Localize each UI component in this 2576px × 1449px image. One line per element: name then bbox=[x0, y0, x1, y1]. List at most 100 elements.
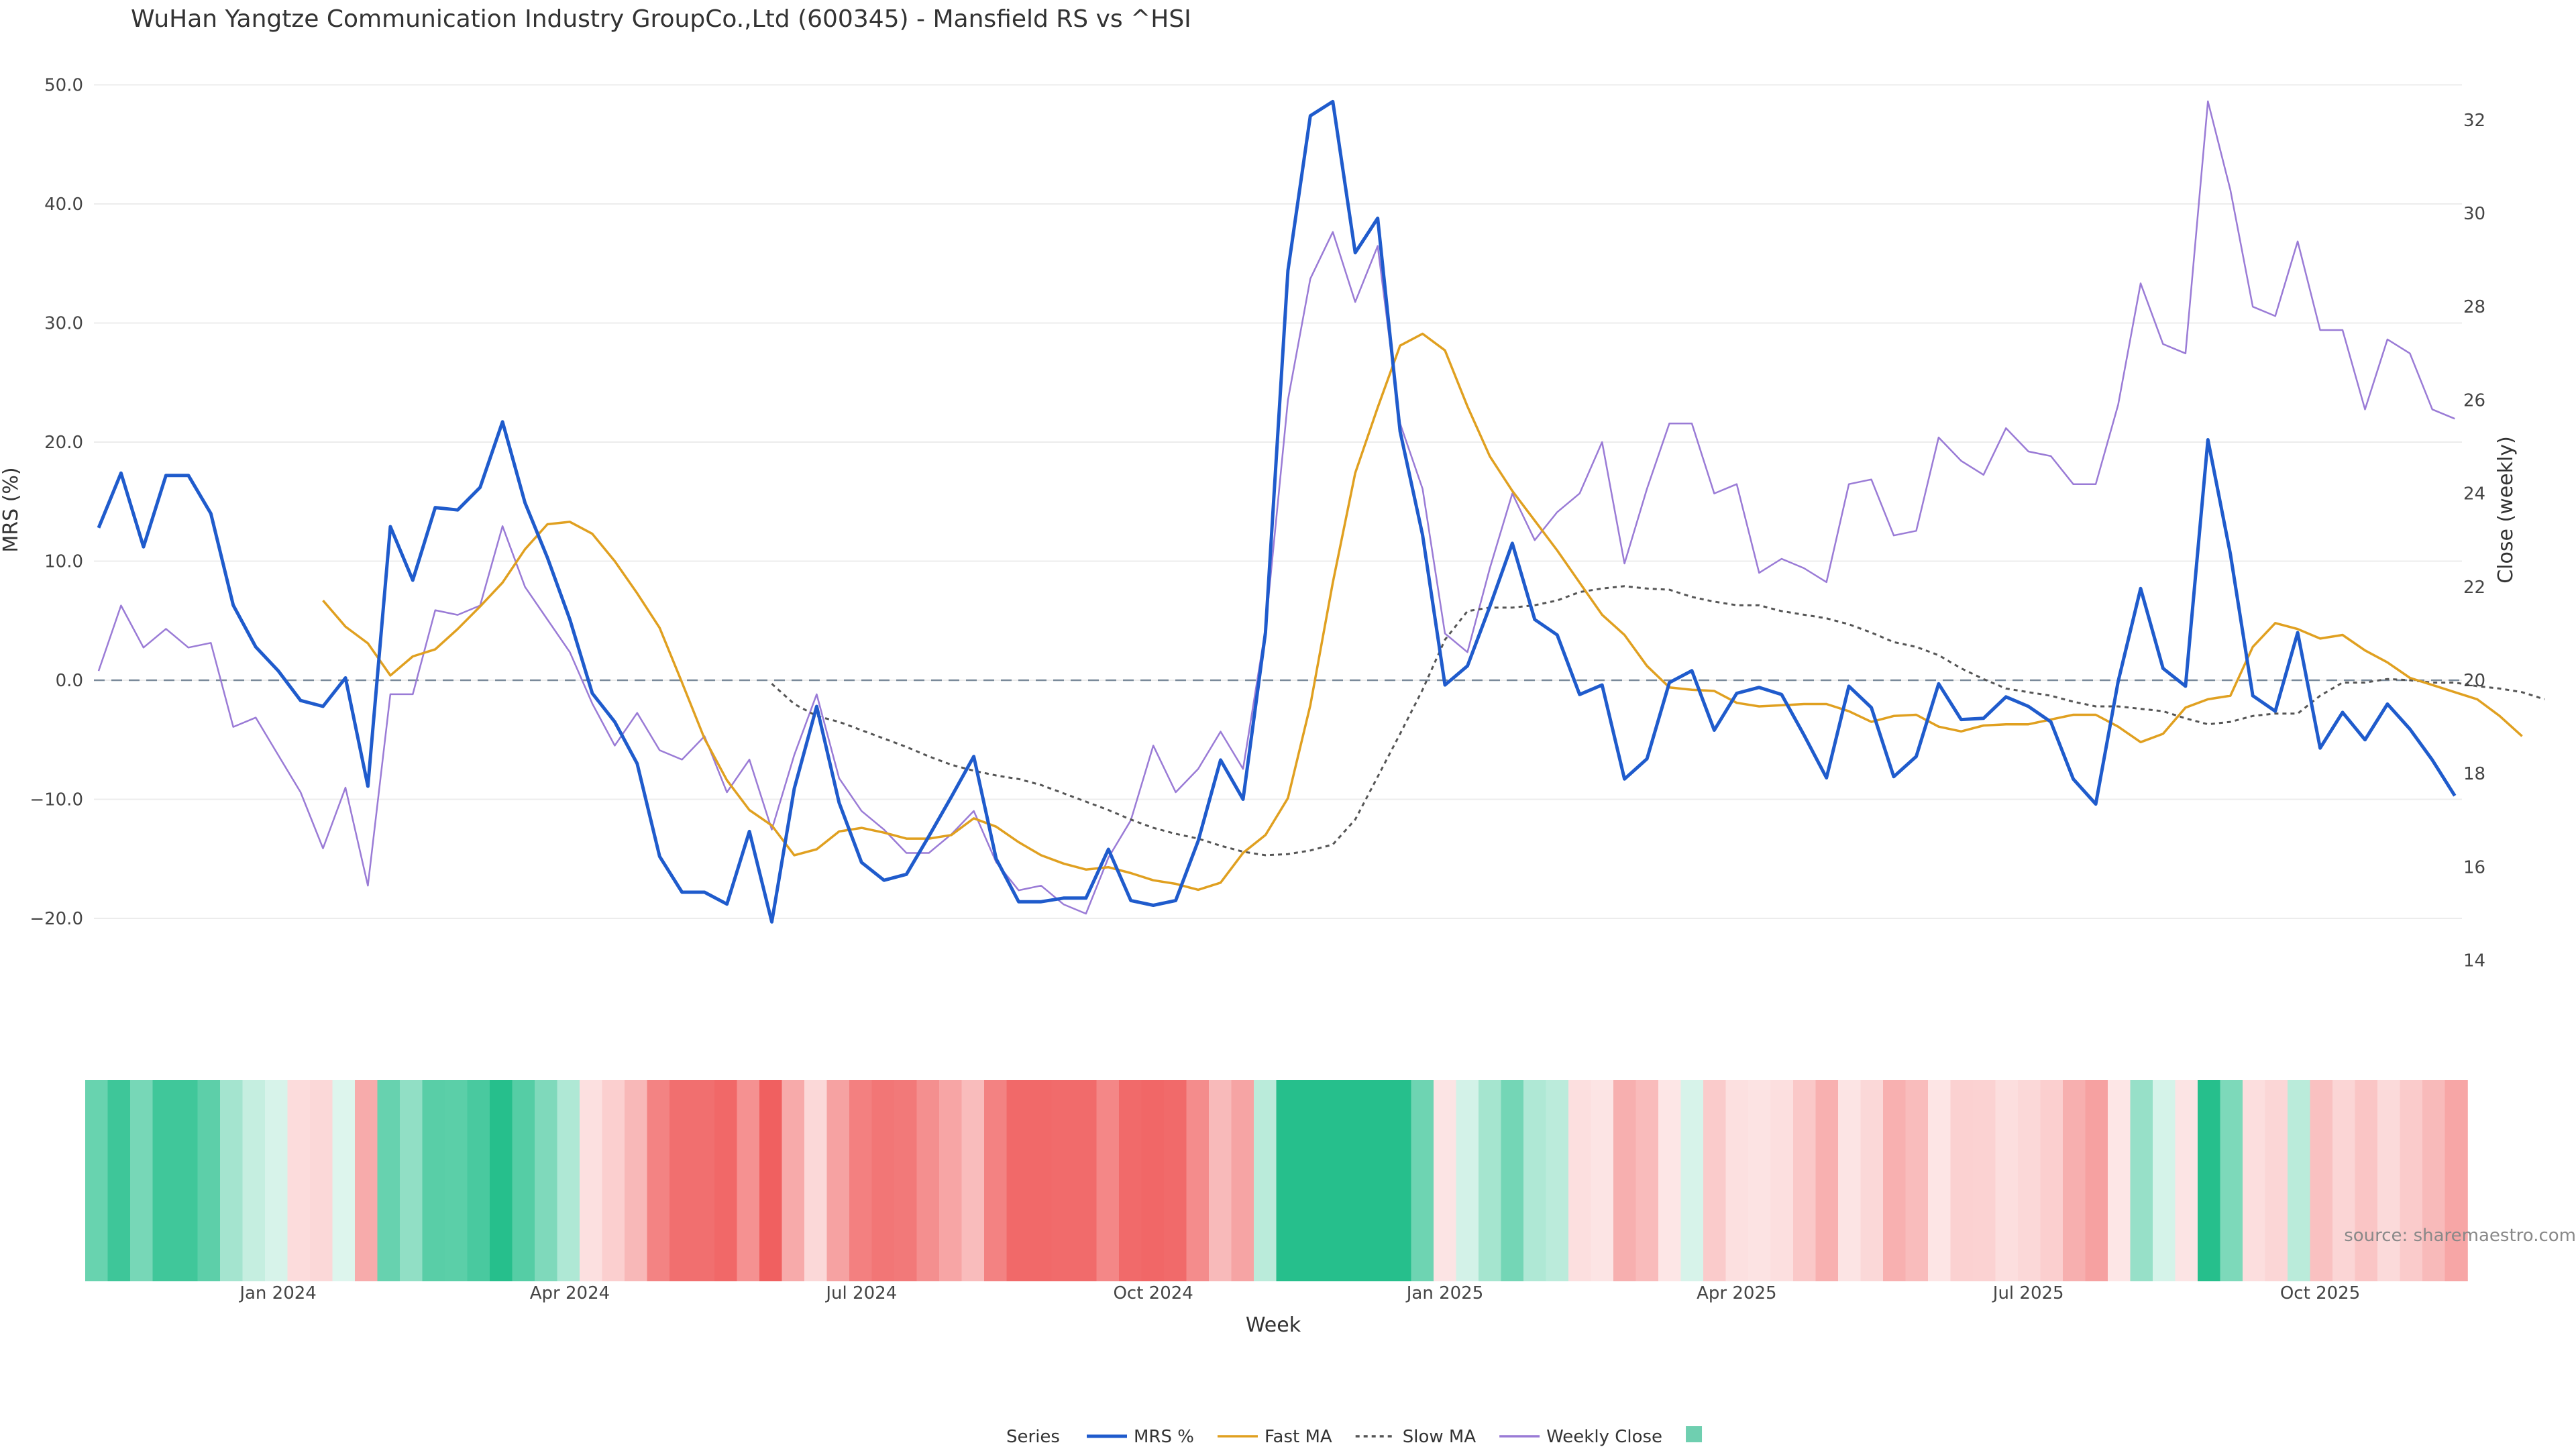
heatmap-cell bbox=[849, 1080, 873, 1281]
legend-entry: Fast MA bbox=[1265, 1427, 1332, 1447]
heatmap-cell bbox=[1815, 1080, 1839, 1281]
heatmap-cell bbox=[692, 1080, 715, 1281]
heatmap-cell bbox=[759, 1080, 783, 1281]
heatmap-cell bbox=[355, 1080, 378, 1281]
x-tick-label: Jan 2024 bbox=[238, 1283, 317, 1303]
x-tick-label: Oct 2024 bbox=[1113, 1283, 1193, 1303]
heatmap-cell bbox=[1905, 1080, 1929, 1281]
series-line-weekly-close bbox=[97, 100, 2455, 915]
series-layer bbox=[97, 99, 2545, 924]
heatmap-cell bbox=[2243, 1080, 2266, 1281]
heatmap-cell bbox=[557, 1080, 580, 1281]
x-axis-title: Week bbox=[1246, 1313, 1301, 1337]
heatmap-cell bbox=[1591, 1080, 1614, 1281]
source-note: source: sharemaestro.com bbox=[2344, 1226, 2576, 1246]
heatmap-cell bbox=[1995, 1080, 2019, 1281]
heatmap-cell bbox=[625, 1080, 648, 1281]
heatmap-cell bbox=[1950, 1080, 1974, 1281]
heatmap-cell bbox=[871, 1080, 895, 1281]
heatmap-cell bbox=[826, 1080, 850, 1281]
heatmap-cell bbox=[2422, 1080, 2446, 1281]
heatmap-cell bbox=[580, 1080, 603, 1281]
heatmap-cell bbox=[1366, 1080, 1389, 1281]
heatmap-cell bbox=[422, 1080, 445, 1281]
heatmap-cell bbox=[894, 1080, 918, 1281]
heatmap-cell bbox=[1006, 1080, 1030, 1281]
heatmap-cell bbox=[2085, 1080, 2108, 1281]
heatmap-cell bbox=[377, 1080, 400, 1281]
heatmap-cell bbox=[1389, 1080, 1412, 1281]
legend-entry: Weekly Close bbox=[1546, 1427, 1662, 1447]
heatmap-cell bbox=[1119, 1080, 1142, 1281]
heatmap-cell bbox=[2018, 1080, 2041, 1281]
heatmap-cell bbox=[512, 1080, 535, 1281]
heatmap-cell bbox=[647, 1080, 670, 1281]
x-tick-label: Jul 2025 bbox=[1992, 1283, 2064, 1303]
heatmap-cell bbox=[1793, 1080, 1817, 1281]
heatmap-cell bbox=[782, 1080, 805, 1281]
heatmap-cell bbox=[1231, 1080, 1254, 1281]
heatmap-cell bbox=[175, 1080, 199, 1281]
heatmap-cell bbox=[2332, 1080, 2356, 1281]
heatmap-strip bbox=[85, 1080, 2468, 1281]
right-axis: 32 30 28 26 24 22 20 18 16 14 bbox=[2463, 111, 2485, 971]
heatmap-cell bbox=[85, 1080, 109, 1281]
right-tick-label: 26 bbox=[2463, 390, 2485, 411]
heatmap-cell bbox=[2198, 1080, 2221, 1281]
left-tick-label: 20.0 bbox=[44, 433, 83, 453]
left-tick-label: 50.0 bbox=[44, 76, 83, 96]
right-axis-title: Close (weekly) bbox=[2494, 436, 2518, 584]
heatmap-cell bbox=[265, 1080, 288, 1281]
heatmap-cell bbox=[1456, 1080, 1479, 1281]
heatmap-cell bbox=[804, 1080, 828, 1281]
heatmap-cell bbox=[1725, 1080, 1749, 1281]
heatmap-cell bbox=[287, 1080, 311, 1281]
chart-title: WuHan Yangtze Communication Industry Gro… bbox=[131, 5, 1191, 33]
heatmap-cell bbox=[2445, 1080, 2468, 1281]
heatmap-cell bbox=[1883, 1080, 1907, 1281]
heatmap-cell bbox=[1186, 1080, 1210, 1281]
heatmap-cell bbox=[669, 1080, 693, 1281]
heatmap-cell bbox=[1254, 1080, 1277, 1281]
heatmap-cell bbox=[220, 1080, 244, 1281]
heatmap-cell bbox=[961, 1080, 985, 1281]
heatmap-cell bbox=[445, 1080, 468, 1281]
right-tick-label: 22 bbox=[2463, 578, 2485, 598]
heatmap-cell bbox=[2153, 1080, 2176, 1281]
right-tick-label: 30 bbox=[2463, 204, 2485, 224]
legend-entry: MRS % bbox=[1134, 1427, 1194, 1447]
heatmap-cell bbox=[107, 1080, 131, 1281]
x-tick-label: Oct 2025 bbox=[2280, 1283, 2360, 1303]
heatmap-cell bbox=[1209, 1080, 1232, 1281]
heatmap-cell bbox=[984, 1080, 1008, 1281]
x-axis: Jan 2024 Apr 2024 Jul 2024 Oct 2024 Jan 2025… bbox=[238, 1283, 2360, 1303]
heatmap-cell bbox=[1860, 1080, 1884, 1281]
heatmap-cell bbox=[2400, 1080, 2423, 1281]
grid-layer bbox=[94, 84, 2462, 919]
heatmap-cell bbox=[2130, 1080, 2153, 1281]
heatmap-cell bbox=[2310, 1080, 2333, 1281]
left-tick-label: 0.0 bbox=[56, 671, 83, 691]
right-tick-label: 32 bbox=[2463, 111, 2485, 131]
left-tick-label: 10.0 bbox=[44, 552, 83, 572]
right-tick-label: 18 bbox=[2463, 764, 2485, 784]
heatmap-cell bbox=[2063, 1080, 2086, 1281]
heatmap-cell bbox=[197, 1080, 221, 1281]
heatmap-cell bbox=[2175, 1080, 2198, 1281]
heatmap-cell bbox=[1523, 1080, 1547, 1281]
heatmap-cell bbox=[535, 1080, 558, 1281]
legend: Series MRS % Fast MA Slow MA Weekly Close bbox=[1006, 1426, 1703, 1447]
heatmap-cell bbox=[1276, 1080, 1299, 1281]
right-tick-label: 28 bbox=[2463, 297, 2485, 317]
series-line-mrs bbox=[97, 99, 2457, 924]
heatmap-cell bbox=[1411, 1080, 1434, 1281]
heatmap-cell bbox=[1074, 1080, 1097, 1281]
left-tick-label: 40.0 bbox=[44, 195, 83, 215]
right-tick-label: 24 bbox=[2463, 484, 2485, 504]
heatmap-cell bbox=[2220, 1080, 2243, 1281]
left-tick-label: 30.0 bbox=[44, 314, 83, 334]
heatmap-cell bbox=[1838, 1080, 1862, 1281]
heatmap-cell bbox=[1321, 1080, 1344, 1281]
